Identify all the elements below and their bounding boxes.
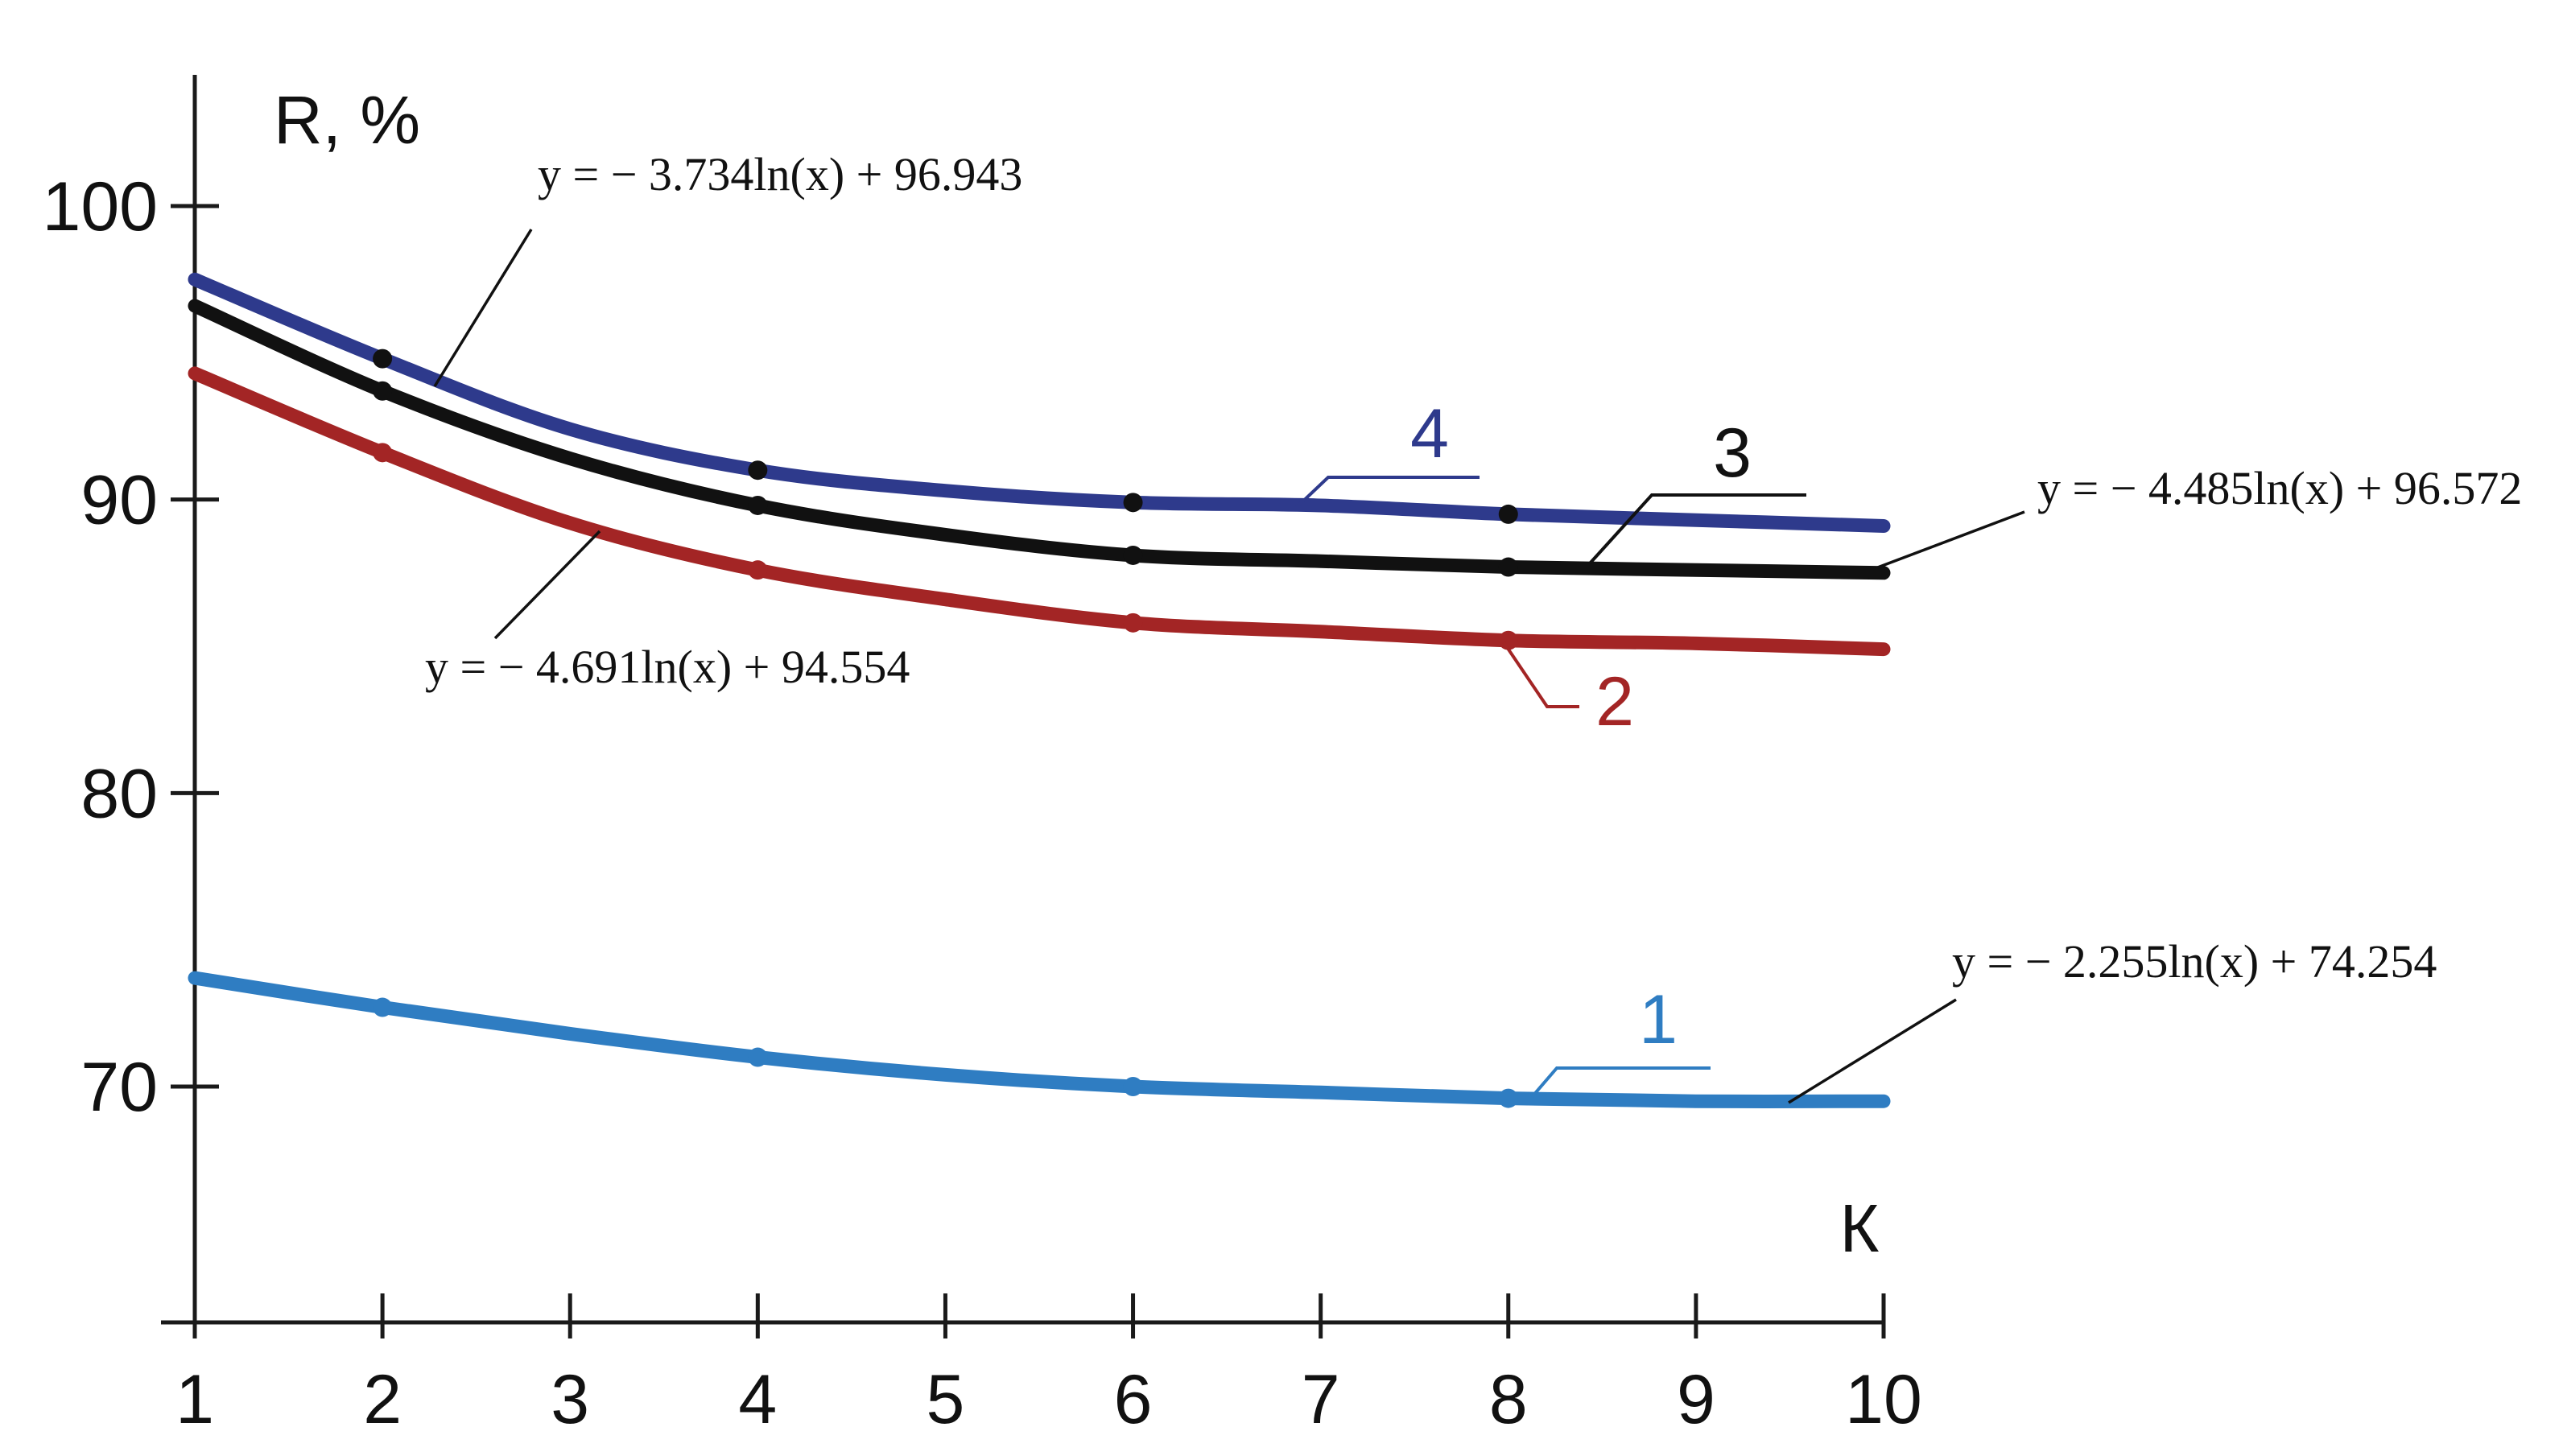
x-tick-label-8: 8 bbox=[1489, 1361, 1528, 1438]
y-tick-label-70: 70 bbox=[80, 1049, 158, 1126]
equation-leader-2 bbox=[493, 530, 601, 640]
data-point-3-x2 bbox=[373, 381, 393, 401]
series-leader-3 bbox=[1588, 493, 1806, 565]
series-layer bbox=[188, 272, 1891, 1108]
data-point-2-x8 bbox=[1498, 630, 1518, 650]
data-point-2-x2 bbox=[373, 443, 393, 463]
data-point-4-x4 bbox=[748, 460, 768, 481]
trendline-equation-2: y = − 4.691ln(x) + 94.554 bbox=[425, 641, 910, 693]
series-line-4 bbox=[188, 272, 1891, 533]
x-tick-label-4: 4 bbox=[738, 1361, 777, 1438]
x-tick-label-7: 7 bbox=[1302, 1361, 1340, 1438]
y-axis-title: R, % bbox=[274, 82, 420, 158]
y-tick-label-100: 100 bbox=[43, 168, 159, 245]
equation-leader-1 bbox=[1788, 998, 1957, 1104]
trendline-equation-1: y = − 2.255ln(x) + 74.254 bbox=[1952, 935, 2437, 988]
axes: 1 2 3 4 5 6 7 8 9 10 70 80 90 100 R, % К bbox=[43, 75, 1922, 1438]
trendline-equation-3: y = − 4.485ln(x) + 96.572 bbox=[2037, 462, 2522, 514]
x-tick-label-2: 2 bbox=[363, 1361, 402, 1438]
series-leader-2 bbox=[1502, 641, 1579, 708]
x-axis-title: К bbox=[1840, 1190, 1880, 1266]
data-point-1-x2 bbox=[373, 997, 393, 1017]
data-point-1-x6 bbox=[1123, 1077, 1143, 1096]
data-point-1-x4 bbox=[748, 1047, 768, 1067]
series-leader-1 bbox=[1530, 1066, 1711, 1099]
series-line-3 bbox=[188, 299, 1891, 580]
series-line-2 bbox=[188, 366, 1891, 657]
equation-leader-4 bbox=[433, 229, 533, 387]
series-label-1: 1 bbox=[1639, 981, 1678, 1058]
data-point-3-x6 bbox=[1123, 545, 1143, 565]
data-point-1-x8 bbox=[1498, 1088, 1518, 1108]
series-label-2: 2 bbox=[1595, 663, 1634, 740]
y-tick-label-90: 90 bbox=[80, 462, 158, 539]
data-point-2-x6 bbox=[1123, 613, 1143, 633]
x-tick-label-10: 10 bbox=[1845, 1361, 1922, 1438]
data-point-4-x8 bbox=[1498, 504, 1518, 524]
equation-leader-3 bbox=[1875, 510, 2025, 570]
data-point-3-x4 bbox=[748, 495, 768, 515]
annotations: 4 3 2 1 y = − 3.734ln(x) + 96.943 y = − 4.691… bbox=[425, 148, 2522, 1104]
data-point-4-x6 bbox=[1123, 493, 1143, 513]
data-point-4-x2 bbox=[373, 349, 393, 369]
data-point-2-x4 bbox=[748, 560, 768, 580]
data-point-3-x8 bbox=[1498, 557, 1518, 577]
series-leader-4 bbox=[1294, 476, 1480, 509]
series-line-1 bbox=[188, 971, 1891, 1108]
trendline-equation-4: y = − 3.734ln(x) + 96.943 bbox=[538, 148, 1022, 200]
series-label-4: 4 bbox=[1410, 395, 1449, 472]
x-tick-label-9: 9 bbox=[1677, 1361, 1715, 1438]
y-tick-label-80: 80 bbox=[80, 755, 158, 832]
x-tick-label-6: 6 bbox=[1114, 1361, 1153, 1438]
x-tick-label-3: 3 bbox=[551, 1361, 589, 1438]
series-label-3: 3 bbox=[1713, 415, 1752, 492]
x-tick-label-5: 5 bbox=[927, 1361, 965, 1438]
x-tick-label-1: 1 bbox=[175, 1361, 214, 1438]
